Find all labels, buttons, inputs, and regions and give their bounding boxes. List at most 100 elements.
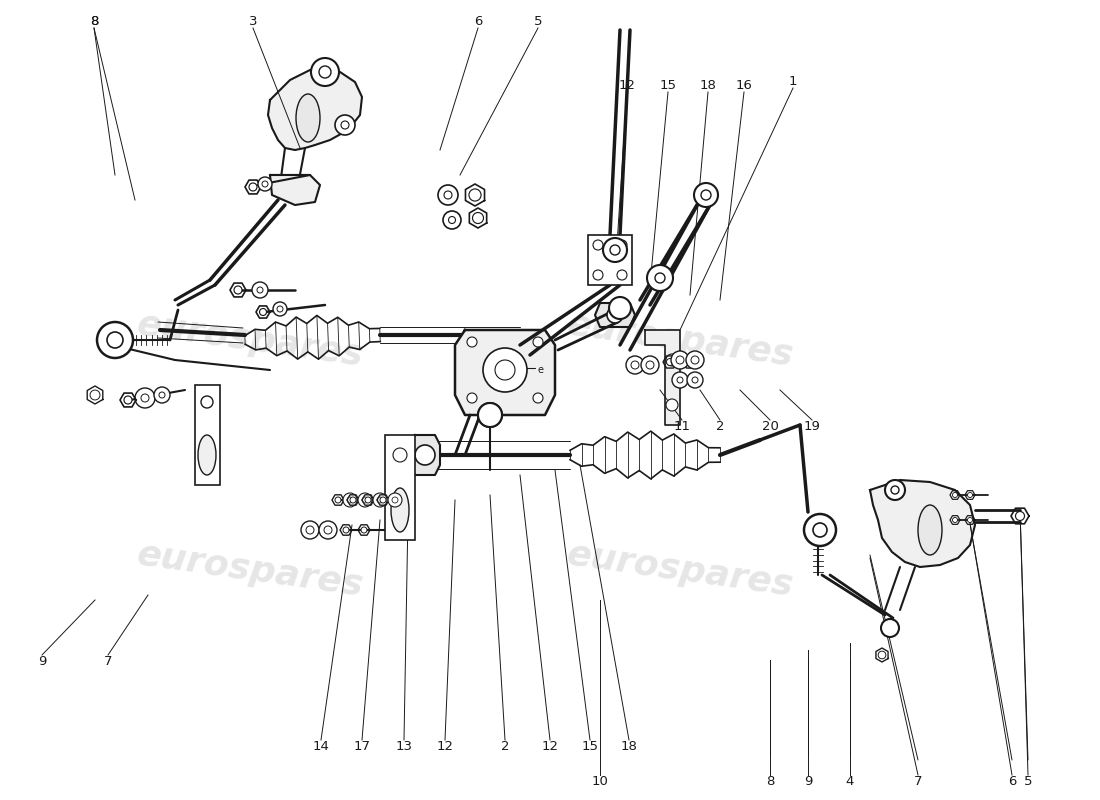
- Circle shape: [444, 191, 452, 199]
- Circle shape: [617, 270, 627, 280]
- Text: 11: 11: [673, 420, 691, 433]
- Bar: [195, 385, 220, 485]
- Ellipse shape: [918, 505, 942, 555]
- Circle shape: [473, 213, 484, 223]
- Ellipse shape: [390, 488, 409, 532]
- Circle shape: [160, 392, 165, 398]
- Circle shape: [953, 518, 957, 522]
- Circle shape: [90, 390, 100, 400]
- Text: 6: 6: [474, 15, 482, 28]
- Circle shape: [593, 270, 603, 280]
- Polygon shape: [645, 330, 680, 425]
- Circle shape: [377, 497, 383, 503]
- Circle shape: [438, 185, 458, 205]
- Text: 5: 5: [1024, 775, 1032, 788]
- Text: 8: 8: [90, 15, 98, 28]
- Circle shape: [388, 493, 401, 507]
- Text: e: e: [537, 365, 543, 375]
- Circle shape: [666, 354, 678, 366]
- Circle shape: [804, 514, 836, 546]
- Circle shape: [671, 351, 689, 369]
- Circle shape: [878, 651, 886, 659]
- Circle shape: [654, 273, 666, 283]
- Circle shape: [953, 493, 957, 498]
- Ellipse shape: [198, 435, 216, 475]
- Circle shape: [676, 377, 683, 383]
- Polygon shape: [870, 480, 975, 567]
- Circle shape: [667, 358, 673, 366]
- Polygon shape: [595, 303, 635, 327]
- Text: 7: 7: [103, 655, 112, 668]
- Bar: [588, 235, 632, 285]
- Circle shape: [262, 181, 268, 187]
- Text: 14: 14: [312, 740, 329, 753]
- Circle shape: [688, 372, 703, 388]
- Circle shape: [468, 393, 477, 403]
- Circle shape: [277, 306, 283, 312]
- Circle shape: [379, 497, 386, 503]
- Circle shape: [641, 356, 659, 374]
- Circle shape: [631, 361, 639, 369]
- Circle shape: [301, 521, 319, 539]
- Circle shape: [626, 356, 644, 374]
- Circle shape: [260, 309, 266, 315]
- Text: eurospares: eurospares: [134, 307, 365, 373]
- Circle shape: [252, 282, 268, 298]
- Bar: [385, 435, 415, 540]
- Circle shape: [393, 448, 407, 462]
- Polygon shape: [268, 68, 362, 150]
- Circle shape: [336, 497, 341, 503]
- Circle shape: [666, 399, 678, 411]
- Text: eurospares: eurospares: [134, 538, 365, 602]
- Ellipse shape: [483, 348, 527, 392]
- Circle shape: [813, 523, 827, 537]
- Circle shape: [534, 393, 543, 403]
- Polygon shape: [455, 330, 556, 415]
- Circle shape: [319, 66, 331, 78]
- Circle shape: [478, 403, 502, 427]
- Circle shape: [891, 486, 899, 494]
- Circle shape: [257, 287, 263, 293]
- Circle shape: [609, 297, 631, 319]
- Circle shape: [478, 403, 502, 427]
- Circle shape: [350, 497, 356, 503]
- Circle shape: [1015, 511, 1024, 521]
- Circle shape: [124, 396, 132, 404]
- Circle shape: [249, 183, 257, 191]
- Circle shape: [449, 217, 455, 223]
- Circle shape: [392, 497, 398, 503]
- Text: 9: 9: [37, 655, 46, 668]
- Text: 1: 1: [789, 75, 797, 88]
- Text: 10: 10: [592, 775, 608, 788]
- Text: eurospares: eurospares: [564, 307, 795, 373]
- Circle shape: [141, 394, 149, 402]
- Circle shape: [324, 526, 332, 534]
- Circle shape: [485, 410, 495, 420]
- Text: 8: 8: [766, 775, 774, 788]
- Text: 18: 18: [620, 740, 637, 753]
- Circle shape: [968, 493, 972, 498]
- Circle shape: [881, 619, 899, 637]
- Circle shape: [593, 240, 603, 250]
- Circle shape: [346, 497, 353, 503]
- Ellipse shape: [495, 360, 515, 380]
- Circle shape: [107, 332, 123, 348]
- Circle shape: [647, 265, 673, 291]
- Text: 2: 2: [716, 420, 724, 433]
- Text: 18: 18: [700, 79, 716, 92]
- Text: 16: 16: [736, 79, 752, 92]
- Circle shape: [319, 521, 337, 539]
- Circle shape: [201, 396, 213, 408]
- Text: 7: 7: [914, 775, 922, 788]
- Text: 3: 3: [249, 15, 257, 28]
- Text: 13: 13: [396, 740, 412, 753]
- Text: 12: 12: [618, 79, 636, 92]
- Circle shape: [361, 527, 367, 533]
- Text: 20: 20: [761, 420, 779, 433]
- Circle shape: [694, 183, 718, 207]
- Text: 9: 9: [804, 775, 812, 788]
- Circle shape: [692, 377, 698, 383]
- Text: 12: 12: [437, 740, 453, 753]
- Circle shape: [691, 356, 698, 364]
- Circle shape: [701, 190, 711, 200]
